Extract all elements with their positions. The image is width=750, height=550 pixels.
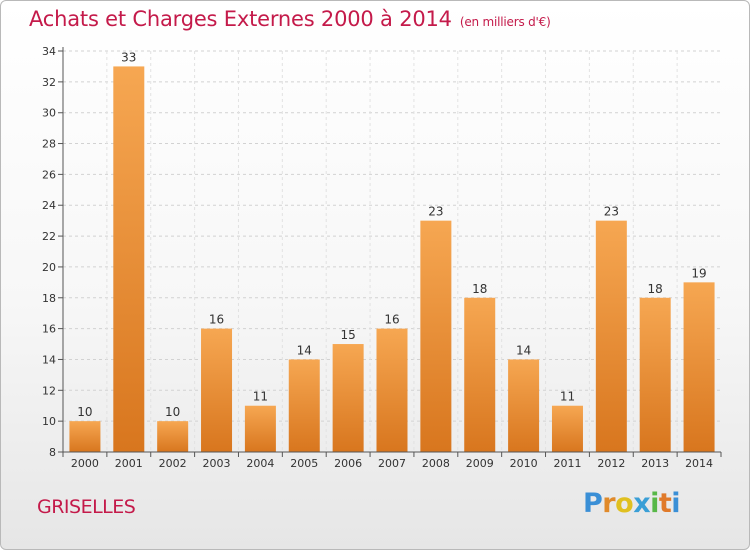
bar[interactable] (288, 359, 320, 452)
bar[interactable] (464, 297, 496, 452)
x-tick-label: 2014 (685, 457, 713, 470)
x-tick-label: 2000 (71, 457, 99, 470)
bar[interactable] (508, 359, 540, 452)
y-tick-label: 8 (49, 446, 56, 459)
logo-letter: t (658, 488, 672, 519)
data-label: 23 (604, 205, 619, 219)
y-tick-label: 32 (42, 76, 56, 89)
x-tick-label: 2008 (422, 457, 450, 470)
y-tick-label: 20 (42, 261, 56, 274)
bar[interactable] (332, 344, 364, 452)
data-label: 11 (560, 390, 575, 404)
data-label: 11 (253, 390, 268, 404)
bar[interactable] (157, 421, 189, 452)
bar[interactable] (244, 405, 276, 452)
bar[interactable] (420, 220, 452, 452)
data-label: 19 (691, 266, 706, 280)
y-tick-label: 16 (42, 323, 56, 336)
bar[interactable] (595, 220, 627, 452)
chart-title-text: Achats et Charges Externes 2000 à 2014 (29, 7, 452, 31)
x-tick-label: 2012 (597, 457, 625, 470)
x-tick-label: 2009 (466, 457, 494, 470)
data-label: 10 (77, 405, 92, 419)
data-label: 23 (428, 205, 443, 219)
x-tick-label: 2010 (510, 457, 538, 470)
x-tick-label: 2013 (641, 457, 669, 470)
logo-letter: i (671, 488, 681, 519)
chart-unit: (en milliers d'€) (459, 15, 551, 29)
y-tick-label: 26 (42, 168, 56, 181)
y-tick-label: 14 (42, 353, 56, 366)
x-tick-label: 2011 (553, 457, 581, 470)
data-label: 15 (340, 328, 355, 342)
logo-letter: x (633, 488, 651, 519)
y-tick-labels: 8 10 12 14 16 18 20 22 24 26 28 30 32 34 (42, 45, 56, 459)
data-label: 16 (384, 313, 399, 327)
data-label: 33 (121, 50, 136, 64)
x-tick-label: 2007 (378, 457, 406, 470)
data-label: 14 (516, 343, 531, 357)
data-label: 16 (209, 313, 224, 327)
x-tick-labels: 2000 2001 2002 2003 2004 2005 2006 2007 2008 2009… (71, 457, 713, 470)
x-tick-label: 2005 (290, 457, 318, 470)
y-tick-label: 28 (42, 138, 56, 151)
proxiti-logo[interactable]: Proxiti (583, 488, 681, 519)
bar[interactable] (683, 282, 715, 452)
x-tick-label: 2002 (159, 457, 187, 470)
x-tick-label: 2004 (246, 457, 274, 470)
y-tick-label: 30 (42, 107, 56, 120)
data-labels: 10 33 10 16 11 14 15 16 23 18 14 11 23 18 19 (77, 50, 706, 419)
y-tick-label: 22 (42, 230, 56, 243)
chart-title: Achats et Charges Externes 2000 à 2014 (e… (29, 7, 551, 31)
bar[interactable] (201, 328, 233, 452)
x-tick-label: 2001 (115, 457, 143, 470)
logo-letter: P (583, 488, 603, 519)
commune-name: GRISELLES (37, 496, 136, 518)
bar[interactable] (639, 297, 671, 452)
y-tick-label: 24 (42, 199, 56, 212)
logo-letter: r (602, 488, 616, 519)
bar[interactable] (376, 328, 408, 452)
x-tick-label: 2003 (203, 457, 231, 470)
bar[interactable] (113, 66, 145, 452)
y-tick-label: 10 (42, 415, 56, 428)
y-tick-label: 12 (42, 384, 56, 397)
data-label: 18 (648, 282, 663, 296)
bars (69, 66, 715, 452)
data-label: 10 (165, 405, 180, 419)
bar[interactable] (551, 405, 583, 452)
bar[interactable] (69, 421, 101, 452)
y-tick-label: 18 (42, 292, 56, 305)
x-tick-label: 2006 (334, 457, 362, 470)
axes (58, 47, 722, 457)
y-tick-label: 34 (42, 45, 56, 58)
data-label: 14 (297, 343, 312, 357)
data-label: 18 (472, 282, 487, 296)
logo-letter: i (650, 488, 659, 519)
logo-letter: o (615, 488, 634, 519)
